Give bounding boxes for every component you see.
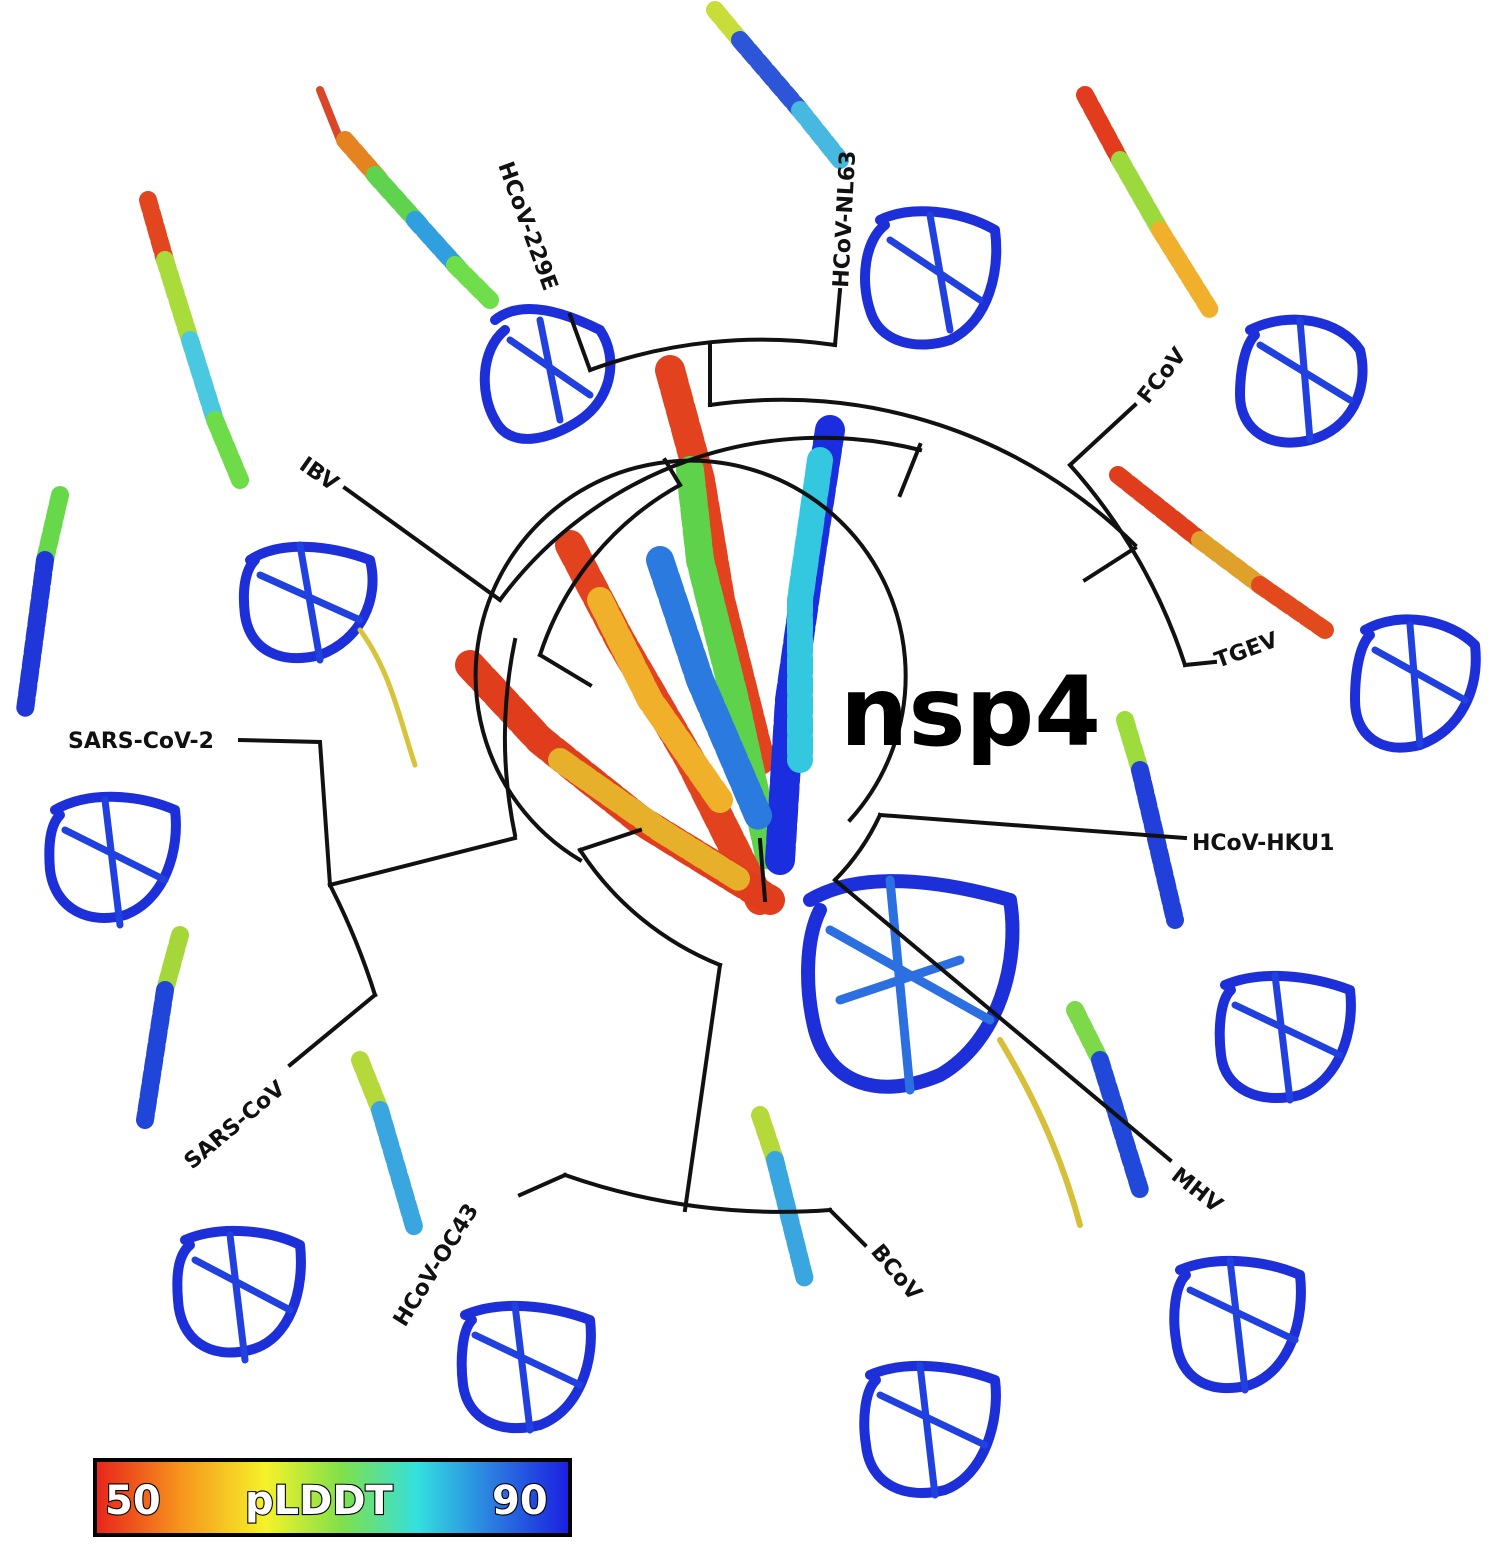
leaf-label-hcov-nl63: HCoV-NL63 (829, 150, 861, 288)
tree-leaf-branch-nl63 (832, 287, 843, 348)
tree-branch-hku1-mhv-arc (832, 812, 883, 883)
tree-branch-radial-7 (682, 962, 723, 1213)
tree-branch-middle-arc (497, 435, 923, 603)
leaf-label-mhv: MHV (1166, 1163, 1227, 1218)
leaf-label-fcov: FCoV (1133, 343, 1192, 408)
tree-leaf-branch-tgev (1182, 659, 1218, 668)
leaf-label-bcov: BCoV (865, 1240, 926, 1306)
tree-leaf-branch-ibv (342, 485, 503, 603)
tree-leaf-branch-229e (567, 312, 593, 373)
tree-branch-radial-4 (1082, 545, 1138, 583)
tree-branch-inner-arc (473, 458, 908, 863)
tree-branch-inner-arc-2 (537, 482, 683, 658)
structure-hcov-oc43 (351, 1051, 596, 1434)
tree-branch-radial-9 (757, 837, 768, 903)
tree-leaf-branch-mhv (832, 877, 1173, 1163)
leaf-label-hcov-229e: HCoV-229E (492, 159, 562, 295)
leaf-label-sars-cov: SARS-CoV (180, 1076, 290, 1174)
tree-branch-radial-8 (577, 827, 643, 853)
tree-leaf-branch-sars-cov-2 (237, 737, 333, 888)
tree-leaf-branch-fcov (1067, 402, 1138, 468)
tree-branch-radial-5 (537, 652, 593, 688)
structure-fcov (1076, 86, 1368, 448)
tree-branch-radial-3 (897, 442, 923, 498)
tree-leaf-branch-bcov (827, 1207, 868, 1248)
colorbar-min-label: 50 (105, 1478, 161, 1524)
tree-leaf-branch-sars-cov (287, 992, 378, 1068)
structure-hcov-nl63 (706, 1, 1002, 350)
structure-hcov-229e (316, 86, 616, 444)
structure-hcov-hku1 (1116, 711, 1356, 1104)
plddt-colorbar: 50 pLDDT 90 (93, 1458, 572, 1537)
structure-mhv (1066, 1001, 1306, 1394)
leaf-label-sars-cov-2: SARS-CoV-2 (68, 729, 214, 754)
structure-ibv (139, 191, 418, 768)
tree-branch-radial-6 (327, 835, 518, 888)
tree-branch-229e-nl63-arc (587, 337, 838, 373)
tree-branch-fcov-tgev-arc (1067, 462, 1188, 668)
tree-branch-radial-1 (662, 457, 683, 488)
structure-sars-cov-2 (16, 486, 181, 929)
colorbar-gradient (93, 1458, 572, 1537)
tree-branch-oc43-bcov-arc (562, 1172, 833, 1214)
structure-superposition (455, 355, 1083, 1228)
leaf-label-hcov-hku1: HCoV-HKU1 (1192, 831, 1334, 856)
leaf-label-ibv: IBV (295, 452, 343, 496)
tree-branch-lower-arc (577, 847, 723, 968)
tree-leaf-branch-hku1 (877, 812, 1188, 841)
structure-sars-cov (136, 926, 306, 1364)
tree-branch-left-arc (503, 637, 518, 838)
tree-branch-outer-arc-top (707, 397, 1138, 548)
figure-title: nsp4 (840, 656, 1101, 768)
structure-tgev (1109, 466, 1481, 753)
phylogenetic-tree (237, 287, 1218, 1248)
leaf-label-tgev: TGEV (1212, 628, 1282, 674)
colorbar-max-label: 90 (492, 1478, 548, 1524)
structure-bcov (751, 1106, 1001, 1499)
tree-leaf-branch-oc43 (517, 1172, 568, 1198)
protein-structures (16, 1, 1481, 1499)
colorbar-title: pLDDT (245, 1478, 394, 1524)
tree-branch-sars-arc (327, 882, 378, 998)
